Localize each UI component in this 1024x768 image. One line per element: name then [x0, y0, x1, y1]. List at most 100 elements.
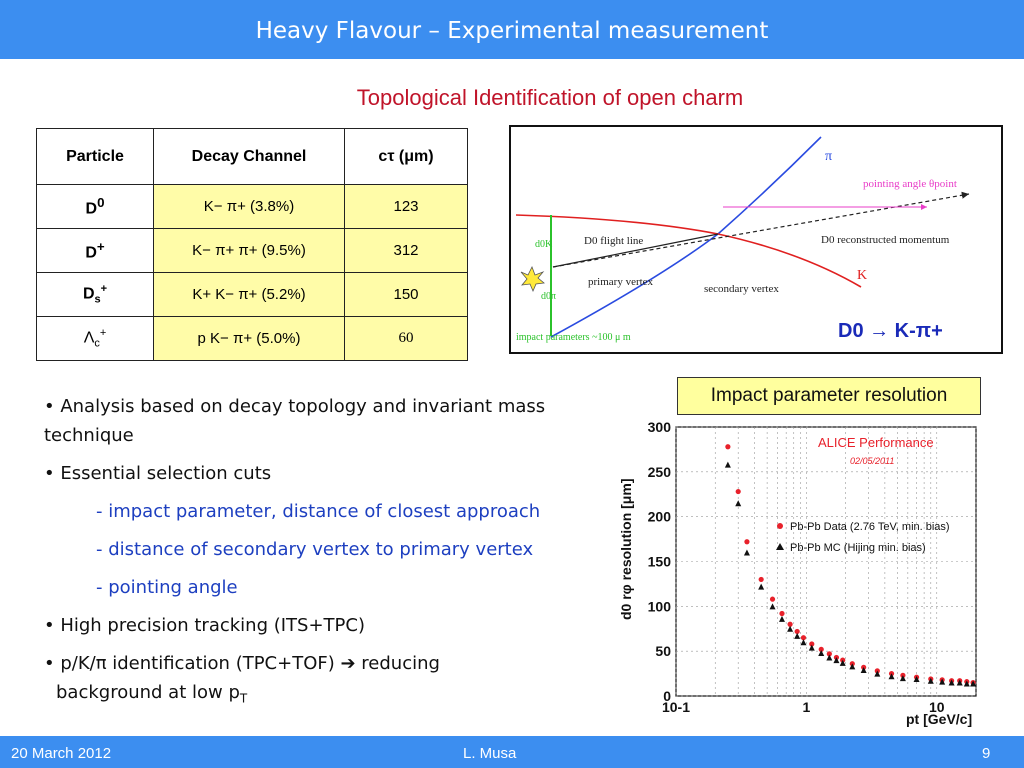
- footer-bar: 20 March 2012 L. Musa 9: [0, 736, 1024, 768]
- data-point-pbpb: [758, 576, 764, 583]
- data-point-mc: [787, 625, 794, 632]
- footer-author: L. Musa: [463, 745, 517, 762]
- data-point-mc: [860, 666, 867, 673]
- ctau-value: 60: [344, 316, 468, 361]
- kaon-track: [515, 214, 862, 288]
- decay-channel: p K− π+ (5.0%): [153, 316, 345, 361]
- legend-mc-label: Pb-Pb MC (Hijing min. bias): [790, 542, 926, 554]
- x-tick-label: 1: [802, 699, 810, 715]
- data-point-pbpb: [787, 621, 793, 627]
- d0pi-label: d0π: [541, 291, 556, 302]
- ctau-value: 150: [344, 272, 468, 317]
- y-tick-label: 50: [655, 643, 671, 659]
- y-tick-label: 150: [648, 554, 672, 570]
- data-point-mc: [794, 632, 801, 639]
- sub-bullet-item: - impact parameter, distance of closest …: [96, 501, 541, 522]
- data-point-pbpb: [779, 610, 785, 617]
- slide-subtitle: Topological Identification of open charm: [356, 85, 744, 110]
- data-point-mc: [769, 603, 776, 610]
- data-point-pbpb: [809, 641, 815, 647]
- particle-lambdac: Λc+: [36, 316, 154, 361]
- primary-vertex-star-icon: [520, 266, 545, 293]
- resolution-chart: 0 50 100 150 200 250 300 10-1 1 10 ALICE Performa…: [618, 419, 977, 727]
- decay-channel: K− π+ π+ (9.5%): [153, 228, 345, 273]
- data-point-mc: [956, 679, 963, 686]
- header-ctau: cτ (μm): [344, 128, 468, 185]
- plot-grid: [675, 426, 977, 697]
- footer-page-number: 9: [982, 745, 991, 762]
- particle-dplus: D+: [36, 228, 154, 273]
- data-point-mc: [899, 675, 906, 682]
- plot-marks: [724, 444, 977, 687]
- data-point-mc: [939, 678, 946, 685]
- table-row: D0 K− π+ (3.8%) 123: [36, 184, 468, 229]
- table-row: Λc+ p K− π+ (5.0%) 60: [36, 316, 468, 361]
- table-header-row: Particle Decay Channel cτ (μm): [36, 128, 468, 185]
- primary-vertex-label: primary vertex: [588, 276, 654, 288]
- slide-title: Heavy Flavour – Experimental measurement: [0, 0, 1024, 59]
- data-point-mc: [724, 461, 731, 468]
- legend-mc-marker: [776, 543, 784, 550]
- impact-params-label: impact parameters ~100 μ m: [516, 332, 631, 343]
- data-point-pbpb: [744, 539, 750, 545]
- y-axis-label: d0 rφ resolution [μm]: [618, 479, 634, 620]
- decay-topology-diagram: π pointing angle θpoint D0 flight line D…: [509, 125, 1003, 354]
- data-point-mc: [800, 639, 807, 646]
- data-point-pbpb: [794, 628, 800, 635]
- y-tick-label: 200: [648, 509, 672, 525]
- data-point-pbpb: [725, 444, 731, 450]
- y-tick-label: 300: [648, 419, 672, 435]
- y-tick-label: 250: [648, 464, 672, 480]
- pointing-angle-label: pointing angle θpoint: [863, 178, 957, 190]
- chart-title: ALICE Performance: [818, 435, 934, 450]
- x-tick-label: 10: [929, 699, 945, 715]
- decay-channel: K− π+ (3.8%): [153, 184, 345, 229]
- data-point-mc: [808, 644, 815, 651]
- bullet-item: • High precision tracking (ITS+TPC): [44, 615, 365, 636]
- data-point-pbpb: [769, 596, 776, 602]
- chart-date: 02/05/2011: [850, 456, 894, 466]
- data-point-mc: [839, 659, 846, 666]
- flight-line: [552, 233, 719, 268]
- ctau-value: 123: [344, 184, 468, 229]
- x-axis-label: pt [GeV/c]: [906, 711, 972, 727]
- pion-track: [550, 136, 822, 338]
- d0k-label: d0K: [535, 239, 553, 250]
- data-point-mc: [963, 680, 970, 687]
- reco-momentum-label: D0 reconstructed momentum: [821, 234, 950, 246]
- flight-line-label: D0 flight line: [584, 235, 643, 247]
- legend-data-marker: [777, 523, 783, 529]
- ctau-value: 312: [344, 228, 468, 273]
- y-tick-label: 0: [663, 688, 671, 704]
- legend-data-label: Pb-Pb Data (2.76 TeV, min. bias): [790, 521, 950, 533]
- sub-bullet-item: - distance of secondary vertex to primar…: [96, 539, 534, 560]
- decay-channel: K+ K− π+ (5.2%): [153, 272, 345, 317]
- secondary-vertex-label: secondary vertex: [704, 283, 779, 295]
- particle-d0: D0: [36, 184, 154, 229]
- data-point-mc: [970, 680, 977, 687]
- bullet-item: • Essential selection cuts: [44, 463, 272, 484]
- bullet-list: • Analysis based on decay topology and i…: [44, 392, 624, 714]
- x-tick-label: 10-1: [662, 699, 690, 715]
- bullet-item: • Analysis based on decay topology and i…: [44, 396, 546, 446]
- data-point-mc: [948, 679, 955, 686]
- table-row: Ds+ K+ K− π+ (5.2%) 150: [36, 272, 468, 317]
- footer-date: 20 March 2012: [11, 745, 112, 762]
- particle-ds: Ds+: [36, 272, 154, 317]
- data-point-mc: [743, 549, 750, 556]
- data-point-mc: [778, 615, 785, 622]
- sub-bullet-item: - pointing angle: [96, 577, 238, 598]
- data-point-mc: [888, 673, 895, 680]
- data-point-mc: [833, 657, 840, 664]
- data-point-mc: [874, 670, 881, 677]
- reco-momentum-line: [552, 191, 970, 268]
- data-point-pbpb: [818, 646, 824, 652]
- data-point-pbpb: [826, 651, 832, 657]
- topology-svg: π pointing angle θpoint D0 flight line D…: [515, 136, 970, 343]
- table-row: D+ K− π+ π+ (9.5%) 312: [36, 228, 468, 273]
- impact-resolution-box: Impact parameter resolution: [677, 377, 981, 415]
- charm-particle-table: Particle Decay Channel cτ (μm) D0 K− π+ …: [36, 128, 468, 361]
- data-point-mc: [849, 663, 856, 670]
- data-point-mc: [818, 649, 825, 656]
- data-point-mc: [735, 500, 742, 507]
